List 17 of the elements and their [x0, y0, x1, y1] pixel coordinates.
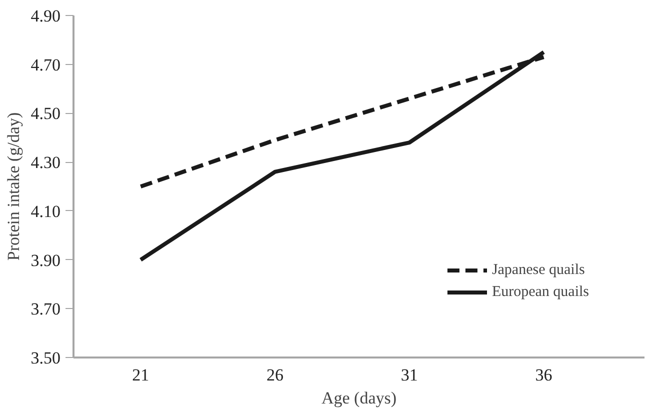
x-tick-label: 31 [400, 366, 418, 384]
legend-label: Japanese quails [492, 262, 585, 278]
y-axis-title: Protein intake (g/day) [4, 112, 23, 261]
x-tick-label: 21 [132, 366, 150, 384]
line-series [138, 50, 546, 262]
y-tick-label: 4.70 [30, 55, 60, 74]
legend-label: European quails [492, 284, 589, 300]
y-tick-label: 4.30 [30, 153, 60, 172]
y-tick-label: 3.90 [30, 250, 60, 270]
y-tick-label: 4.10 [30, 202, 60, 221]
y-tick-label: 4.90 [30, 6, 60, 26]
y-tick-label: 3.70 [30, 300, 60, 319]
x-tick-label: 36 [535, 366, 552, 384]
x-axis-title: Age (days) [321, 388, 397, 408]
y-tick-label: 4.50 [30, 104, 60, 124]
y-tick-label: 3.50 [30, 348, 60, 368]
x-tick-label: 26 [266, 366, 284, 384]
